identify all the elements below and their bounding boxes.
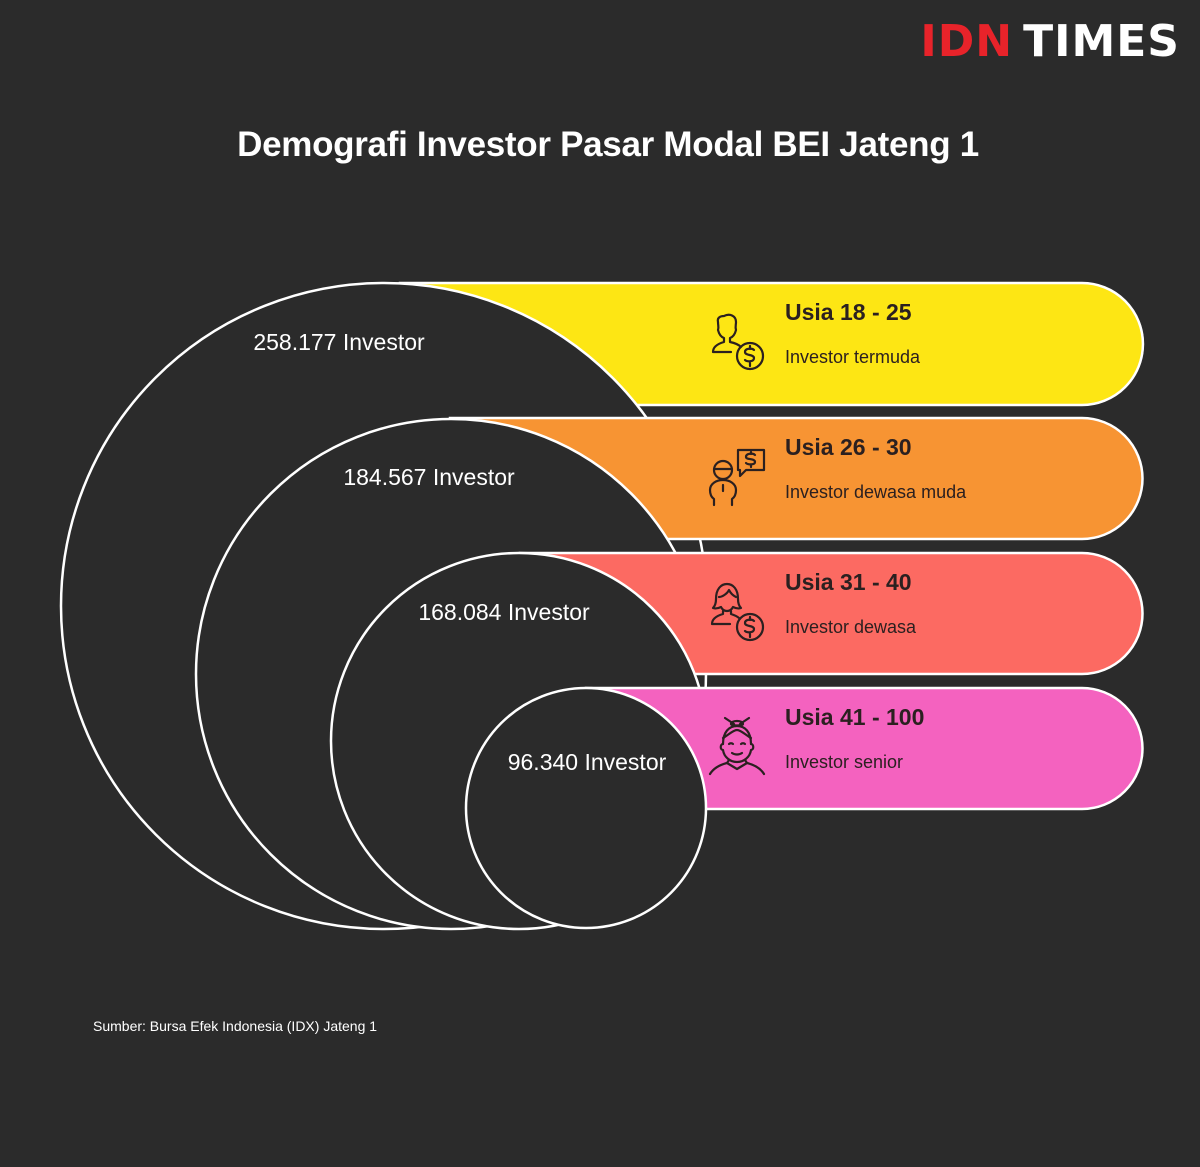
chart-title: Demografi Investor Pasar Modal BEI Jaten…: [237, 125, 979, 164]
logo-idn: IDN: [920, 16, 1014, 67]
pill-text-usia-18-25: Usia 18 - 25 Investor termuda: [785, 298, 920, 368]
count-label-usia-26-30: 184.567 Investor: [343, 464, 515, 490]
count-label-usia-41-100: 96.340 Investor: [507, 749, 667, 775]
age-description: Investor termuda: [785, 347, 921, 367]
investor-female-dollar-icon: [710, 582, 765, 642]
circle-usia-41-100: [464, 686, 708, 930]
age-range-label: Usia 26 - 30: [785, 434, 912, 460]
age-description: Investor dewasa: [785, 617, 917, 637]
age-range-label: Usia 41 - 100: [785, 704, 925, 730]
logo-times: TIMES: [1023, 16, 1180, 67]
age-range-label: Usia 18 - 25: [785, 299, 912, 325]
pill-text-usia-41-100: Usia 41 - 100 Investor senior: [785, 703, 924, 773]
senior-person-icon: [708, 716, 766, 776]
age-description: Investor senior: [785, 752, 904, 772]
investor-speech-dollar-icon: [708, 448, 766, 507]
count-label-usia-18-25: 258.177 Investor: [253, 329, 425, 355]
idn-times-logo: IDN TIMES: [920, 14, 1180, 70]
source-note: Sumber: Bursa Efek Indonesia (IDX) Jaten…: [93, 1018, 378, 1034]
age-range-label: Usia 31 - 40: [785, 569, 912, 595]
age-description: Investor dewasa muda: [785, 482, 967, 502]
count-label-usia-31-40: 168.084 Investor: [418, 599, 590, 625]
investor-male-dollar-icon: [711, 313, 765, 371]
pill-text-usia-31-40: Usia 31 - 40 Investor dewasa: [785, 568, 916, 638]
pill-text-usia-26-30: Usia 26 - 30 Investor dewasa muda: [785, 433, 966, 503]
